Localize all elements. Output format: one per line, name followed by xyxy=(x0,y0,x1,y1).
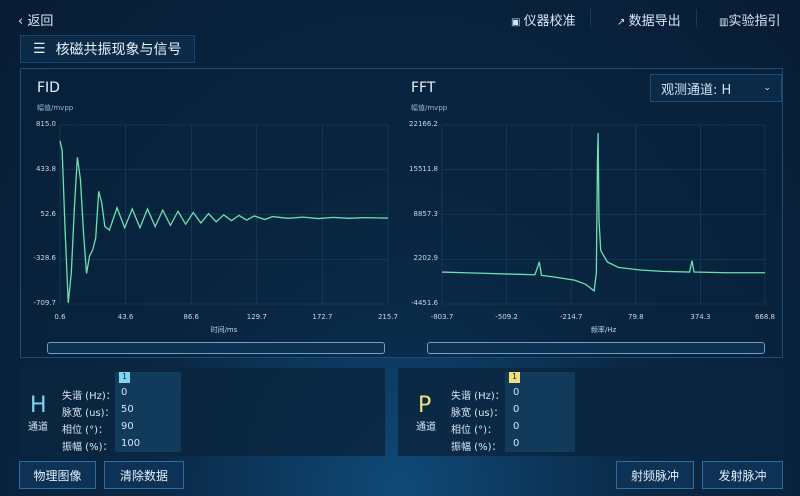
h-channel-label: 通道 xyxy=(28,422,48,433)
p-value-column xyxy=(505,372,575,452)
p-channel-panel xyxy=(398,368,783,456)
h-badge: 1 xyxy=(119,372,130,383)
rf-pulse-button[interactable]: 射频脉冲 xyxy=(616,461,694,489)
param-label: 失谐 (Hz)： xyxy=(451,391,505,402)
divider xyxy=(696,9,697,27)
export-icon: ↗ xyxy=(617,17,629,28)
y-tick-label: -4451.6 xyxy=(410,299,438,307)
x-tick-label: -803.7 xyxy=(430,313,454,321)
chevron-down-icon: ⌄ xyxy=(763,83,771,93)
chart-icon: ▣ xyxy=(511,17,524,28)
physics-image-button[interactable]: 物理图像 xyxy=(19,461,96,489)
h-channel-panel xyxy=(20,368,385,456)
y-tick-label: 15511.8 xyxy=(409,164,438,173)
x-tick-label: 43.6 xyxy=(117,313,134,321)
channel-select-label: 观测通道: xyxy=(661,82,718,98)
y-tick-label: 433.8 xyxy=(35,164,56,173)
y-tick-label: -328.6 xyxy=(33,254,56,263)
y-tick-label: 815.0 xyxy=(35,120,56,128)
param-value[interactable]: 90 xyxy=(121,421,134,432)
param-value[interactable]: 0 xyxy=(513,421,520,432)
param-value[interactable]: 100 xyxy=(121,438,141,449)
fid-ylabel: 幅值/mvpp xyxy=(37,104,74,112)
fid-series-line xyxy=(59,140,389,303)
param-label: 脉宽 (us)： xyxy=(62,408,115,419)
param-label: 脉宽 (us)： xyxy=(451,408,504,419)
page-title: 核磁共振现象与信号 xyxy=(55,42,182,58)
y-tick-label: 8857.3 xyxy=(413,209,439,218)
x-tick-label: 215.7 xyxy=(377,313,399,321)
param-label: 相位 (°)： xyxy=(451,425,497,436)
x-tick-label: 129.7 xyxy=(246,313,267,321)
export-button[interactable]: ↗ 数据导出 xyxy=(617,14,681,29)
fid-title: FID xyxy=(37,80,60,96)
chart-panel xyxy=(20,68,783,358)
y-tick-label: 22166.2 xyxy=(409,120,438,128)
p-badge: 1 xyxy=(509,372,520,383)
y-tick-label: 52.6 xyxy=(40,209,56,218)
param-value[interactable]: 0 xyxy=(513,404,520,415)
p-channel-label: 通道 xyxy=(416,422,436,433)
h-value-column xyxy=(115,372,181,452)
p-symbol: P xyxy=(418,393,432,418)
charts-svg xyxy=(59,124,766,305)
list-icon: ☰ xyxy=(33,41,46,57)
x-tick-label: 374.3 xyxy=(690,313,711,321)
param-value[interactable]: 0 xyxy=(513,438,520,449)
param-label: 振幅 (%)： xyxy=(451,442,502,453)
param-value[interactable]: 50 xyxy=(121,404,134,415)
fire-pulse-button[interactable]: 发射脉冲 xyxy=(702,461,783,489)
y-tick-label: 2202.9 xyxy=(413,254,439,263)
clear-data-button[interactable]: 清除数据 xyxy=(104,461,184,489)
guide-button[interactable]: ▥实验指引 xyxy=(719,14,781,29)
x-axis-label: 时间/ms xyxy=(210,326,238,334)
channel-select-value: H xyxy=(721,82,732,98)
x-tick-label: -509.2 xyxy=(495,313,518,321)
param-value[interactable]: 0 xyxy=(121,387,128,398)
param-label: 相位 (°)： xyxy=(62,425,108,436)
param-value[interactable]: 0 xyxy=(513,387,520,398)
x-tick-label: 172.7 xyxy=(312,313,333,321)
x-axis-label: 频率/Hz xyxy=(590,326,617,334)
fft-title: FFT xyxy=(411,80,436,96)
param-label: 失谐 (Hz)： xyxy=(62,391,116,402)
x-tick-label: 79.8 xyxy=(628,313,644,321)
book-icon: ▥ xyxy=(719,17,729,28)
channel-select[interactable]: 观测通道: H ⌄ xyxy=(650,74,782,102)
fft-range-slider[interactable] xyxy=(427,342,765,354)
calibrate-button[interactable]: ▣ 仪器校准 xyxy=(511,14,576,29)
param-label: 振幅 (%)： xyxy=(62,442,113,453)
chevron-left-icon: ‹ xyxy=(18,14,28,29)
y-tick-label: -709.7 xyxy=(33,299,56,307)
fft-ylabel: 幅值/mvpp xyxy=(411,104,448,112)
x-tick-label: -214.7 xyxy=(559,313,583,321)
divider xyxy=(590,9,591,27)
h-symbol: H xyxy=(30,393,47,418)
back-button[interactable]: ‹ 返回 xyxy=(18,14,54,29)
fft-series-line xyxy=(441,132,765,293)
x-tick-label: 0.6 xyxy=(54,313,66,321)
x-tick-label: 668.8 xyxy=(754,313,776,321)
x-tick-label: 86.6 xyxy=(183,313,199,321)
fid-range-slider[interactable] xyxy=(47,342,385,354)
page-title-bar: ☰ 核磁共振现象与信号 xyxy=(20,35,195,63)
